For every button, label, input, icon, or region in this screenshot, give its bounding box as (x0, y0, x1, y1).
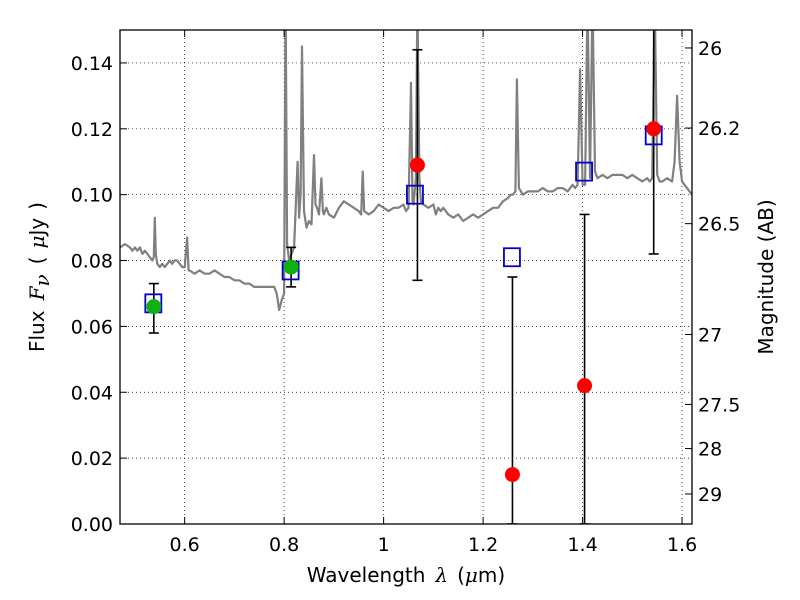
y2-tick-label: 27 (698, 324, 722, 346)
y-tick-label: 0.04 (71, 382, 113, 404)
markers (144, 121, 663, 483)
y2-tick-label: 26.2 (698, 118, 740, 140)
detection-point (146, 299, 162, 315)
y2-tick-label: 28 (698, 439, 722, 461)
measurement-point (577, 378, 593, 394)
measurement-point (409, 157, 425, 173)
x-tick-label: 1 (378, 534, 390, 556)
y-axis-label: FluxFν(μJy) (25, 202, 54, 352)
grid (120, 30, 692, 525)
detection-point (283, 259, 299, 275)
error-bars (148, 30, 659, 524)
x-tick-label: 1.6 (667, 534, 697, 556)
x-tick-label: 1.2 (468, 534, 498, 556)
model-flux-square (575, 161, 593, 182)
axis-ticks: 0.6 0.8 1 1.2 1.4 1.6 0.00 0.02 0.04 0.06 0.08 0.10… (71, 30, 740, 556)
spectrum-line (120, 30, 692, 311)
y2-tick-label: 27.5 (698, 394, 740, 416)
spectrum-series (120, 30, 692, 311)
x-tick-label: 0.6 (170, 534, 200, 556)
plot-frame (119, 29, 693, 525)
y2-tick-label: 26 (698, 38, 722, 60)
y2-tick-label: 26.5 (698, 214, 740, 236)
model-flux-square (503, 247, 521, 268)
y-tick-label: 0.08 (71, 251, 113, 273)
x-tick-label: 1.4 (567, 534, 597, 556)
measurement-point (646, 121, 662, 137)
x-tick-label: 0.8 (269, 534, 299, 556)
y-tick-label: 0.10 (71, 185, 113, 207)
y2-axis-label: Magnitude (AB) (754, 199, 778, 354)
x-axis-label: Wavelength λ (μm) (307, 563, 505, 587)
y-tick-label: 0.12 (71, 119, 113, 141)
y2-tick-label: 29 (698, 484, 722, 506)
y-tick-label: 0.02 (71, 448, 113, 470)
measurement-point (504, 467, 520, 483)
y-tick-label: 0.06 (71, 316, 113, 338)
model-flux-square (406, 184, 424, 205)
y-tick-label: 0.00 (71, 514, 113, 536)
y-tick-label: 0.14 (71, 53, 113, 75)
